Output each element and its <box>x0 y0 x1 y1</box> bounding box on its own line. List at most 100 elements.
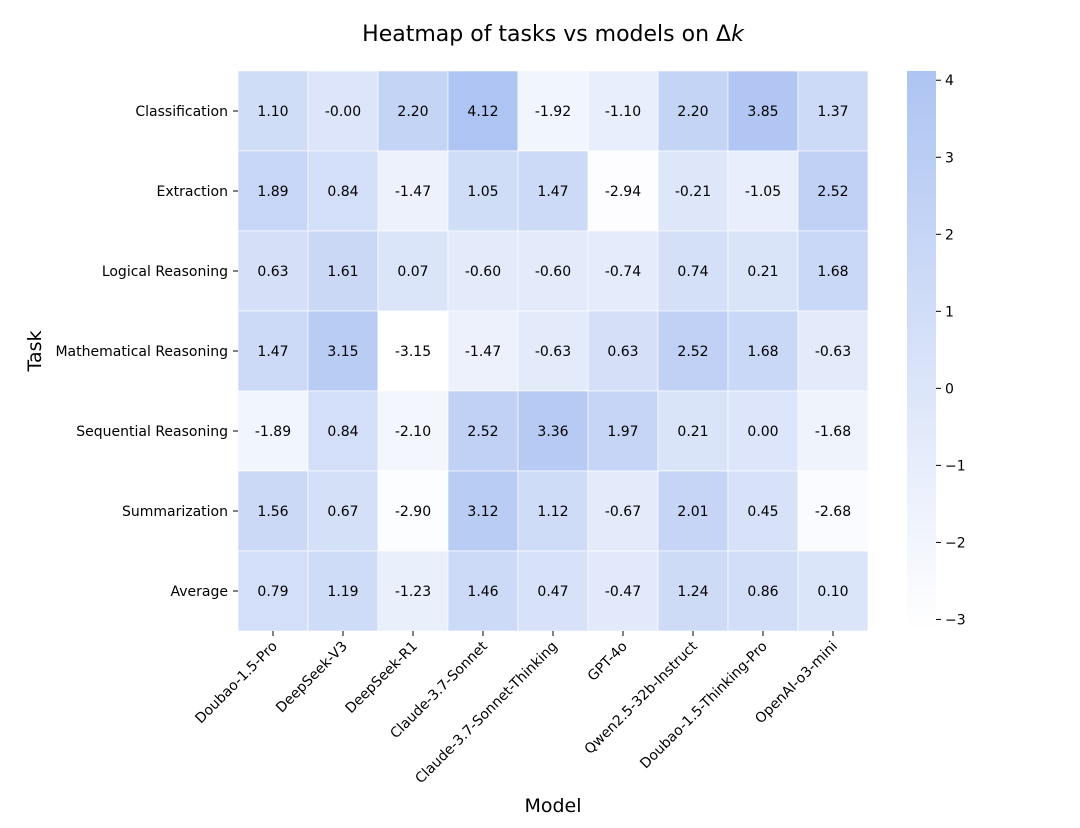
colorbar-tick-label: −1 <box>945 458 966 474</box>
heatmap-cell-label: -0.74 <box>605 264 641 280</box>
heatmap-cell-label: -1.23 <box>395 584 431 600</box>
heatmap-cell <box>237 230 309 312</box>
x-axis-ticks: Doubao-1.5-ProDeepSeek-V3DeepSeek-R1Clau… <box>192 631 841 787</box>
heatmap-cell-label: 0.63 <box>257 264 288 280</box>
heatmap-cell <box>797 150 869 232</box>
y-tick-label: Classification <box>135 104 228 120</box>
colorbar-tick-label: 0 <box>945 381 954 397</box>
heatmap-cell <box>447 390 519 472</box>
heatmap-cell-label: -1.10 <box>605 104 641 120</box>
x-tick-label: Claude-3.7-Sonnet-Thinking <box>412 639 560 787</box>
heatmap-cell-label: 1.68 <box>747 344 778 360</box>
heatmap-cell <box>447 310 519 392</box>
heatmap-cell <box>377 150 449 232</box>
heatmap-cell-label: -2.94 <box>605 184 641 200</box>
heatmap-cell-label: -0.63 <box>815 344 851 360</box>
colorbar-tick-label: −2 <box>945 535 966 551</box>
heatmap-cell-label: 1.47 <box>257 344 288 360</box>
heatmap-cell-label: -1.92 <box>535 104 571 120</box>
heatmap-cell-label: 1.89 <box>257 184 288 200</box>
heatmap-cell-label: 1.24 <box>677 584 708 600</box>
heatmap-cell-label: 1.10 <box>257 104 288 120</box>
heatmap-cell-label: 1.19 <box>327 584 358 600</box>
heatmap-cell <box>517 70 589 152</box>
colorbar-tick-label: −3 <box>945 612 966 628</box>
heatmap-cell-label: 3.36 <box>537 424 568 440</box>
y-tick-label: Average <box>171 584 229 600</box>
heatmap-cell <box>237 310 309 392</box>
heatmap-cell-label: -0.60 <box>465 264 501 280</box>
heatmap-cell <box>517 230 589 312</box>
heatmap-cell-label: 0.86 <box>747 584 778 600</box>
heatmap-cell-label: -1.05 <box>745 184 781 200</box>
heatmap-cell <box>237 550 309 632</box>
heatmap-cell <box>377 550 449 632</box>
heatmap-cell-label: 3.85 <box>747 104 778 120</box>
heatmap-cell-label: 2.20 <box>677 104 708 120</box>
heatmap-cells <box>237 70 869 632</box>
heatmap-cell <box>447 150 519 232</box>
heatmap-cell <box>517 150 589 232</box>
heatmap-cell <box>377 470 449 552</box>
x-axis-label: Model <box>524 795 581 817</box>
heatmap-cell <box>447 230 519 312</box>
heatmap-cell <box>727 550 799 632</box>
heatmap-cell <box>587 390 659 472</box>
heatmap-cell-label: -0.60 <box>535 264 571 280</box>
chart-title: Heatmap of tasks vs models on Δk <box>362 22 745 47</box>
heatmap-cell-label: 0.45 <box>747 504 778 520</box>
heatmap-cell <box>657 150 729 232</box>
y-tick-label: Mathematical Reasoning <box>55 344 228 360</box>
heatmap-cell-label: -1.47 <box>395 184 431 200</box>
heatmap-cell <box>307 310 379 392</box>
heatmap-cell-label: 0.21 <box>747 264 778 280</box>
heatmap-cell-label: 0.67 <box>327 504 358 520</box>
y-tick-label: Sequential Reasoning <box>76 424 228 440</box>
heatmap-cell <box>447 470 519 552</box>
heatmap-cell-label: 0.07 <box>397 264 428 280</box>
x-tick-label: DeepSeek-R1 <box>342 639 420 717</box>
heatmap-cell <box>727 150 799 232</box>
heatmap-cell <box>307 390 379 472</box>
heatmap-cell-label: -2.90 <box>395 504 431 520</box>
heatmap-cell <box>377 70 449 152</box>
heatmap-cell <box>797 310 869 392</box>
heatmap-cell-label: 2.01 <box>677 504 708 520</box>
heatmap-cell-label: 0.47 <box>537 584 568 600</box>
heatmap-cell <box>517 470 589 552</box>
heatmap-cell-label: 1.61 <box>327 264 358 280</box>
heatmap-cell-label: 1.97 <box>607 424 638 440</box>
heatmap-cell <box>587 150 659 232</box>
heatmap-cell <box>237 390 309 472</box>
heatmap-cell-label: -0.63 <box>535 344 571 360</box>
colorbar-tick-label: 4 <box>945 73 954 89</box>
heatmap-cell-label: -3.15 <box>395 344 431 360</box>
heatmap-cell <box>587 70 659 152</box>
heatmap-cell-label: 0.84 <box>327 184 358 200</box>
heatmap-cell-label: -1.89 <box>255 424 291 440</box>
heatmap-cell-label: -0.67 <box>605 504 641 520</box>
heatmap-cell-label: 3.15 <box>327 344 358 360</box>
colorbar: 4 3 2 1 0 −1 −2 −3 <box>907 71 966 631</box>
heatmap-cell <box>447 70 519 152</box>
heatmap-cell-label: 2.20 <box>397 104 428 120</box>
heatmap-cell <box>307 70 379 152</box>
heatmap-cell <box>237 470 309 552</box>
heatmap-cell-label: 1.05 <box>467 184 498 200</box>
heatmap-cell-label: 1.68 <box>817 264 848 280</box>
heatmap-cell-label: 1.12 <box>537 504 568 520</box>
heatmap-cell-label: -2.68 <box>815 504 851 520</box>
heatmap-cell-label: 2.52 <box>677 344 708 360</box>
heatmap-cell-label: 0.21 <box>677 424 708 440</box>
heatmap-cell <box>237 150 309 232</box>
heatmap-cell-label: -1.47 <box>465 344 501 360</box>
heatmap-cell-label: -2.10 <box>395 424 431 440</box>
x-tick-label: Doubao-1.5-Thinking-Pro <box>637 639 771 773</box>
y-axis-label: Task <box>24 330 46 372</box>
heatmap-cell <box>657 390 729 472</box>
y-axis-ticks: Classification Extraction Logical Reasonin… <box>55 104 238 600</box>
heatmap-cell <box>657 230 729 312</box>
heatmap-cell <box>307 230 379 312</box>
heatmap-cell-label: 1.46 <box>467 584 498 600</box>
